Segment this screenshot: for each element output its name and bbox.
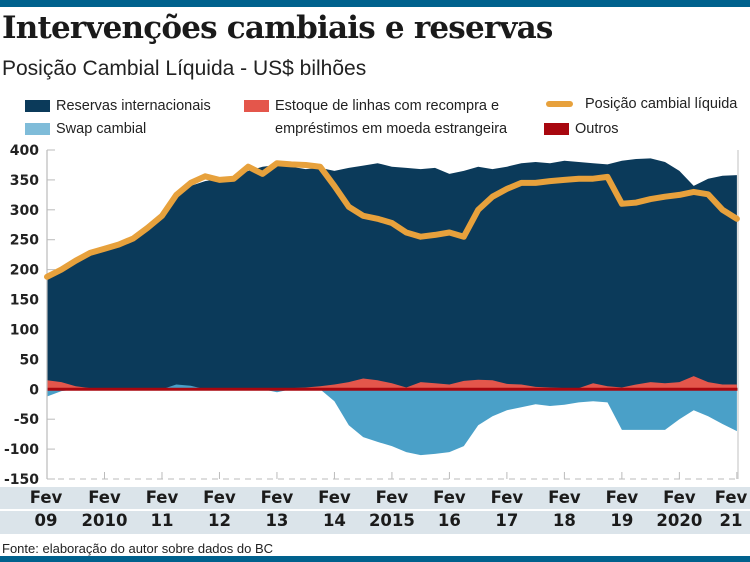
x-tick-label-month: Fev	[548, 488, 581, 507]
y-tick-label: 250	[10, 233, 39, 249]
x-tick-label-year: 2015	[368, 511, 415, 530]
area-swap-negative	[47, 389, 737, 456]
bottom-brand-bar	[0, 556, 750, 562]
y-tick-label: 300	[10, 203, 39, 219]
x-tick-label-year: 21	[719, 511, 743, 530]
y-tick-label: 350	[10, 173, 39, 189]
y-axis: 400 350 300 250 200 150 100 50 0 -50 -100 -150	[4, 143, 55, 488]
chart-lines	[44, 160, 740, 280]
x-tick-label-year: 11	[150, 511, 174, 530]
x-tick-label-month: Fev	[714, 488, 748, 507]
x-tick-label-month: Fev	[375, 488, 409, 507]
x-tick-label-year: 14	[322, 511, 346, 530]
legend-swatch-swap	[25, 123, 50, 135]
legend-swatch-linhas	[244, 100, 269, 112]
legend-label-linhas-line1: Estoque de linhas com recompra e	[275, 98, 500, 114]
legend-label-posicao: Posição cambial líquida	[585, 96, 738, 112]
x-tick-label-month: Fev	[663, 488, 696, 507]
x-tick-label-month: Fev	[318, 488, 351, 507]
x-tick-label-year: 2010	[81, 511, 128, 530]
x-tick-label-month: Fev	[88, 488, 121, 507]
x-tick-label-month: Fev	[490, 488, 524, 507]
line-posicao-cambial	[44, 160, 740, 280]
legend-label-swap: Swap cambial	[56, 121, 147, 137]
legend-label-reservas: Reservas internacionais	[56, 98, 211, 114]
area-swap-positive	[47, 384, 737, 390]
x-tick-label-year: 09	[34, 511, 58, 530]
chart-plot: 400 350 300 250 200 150 100 50 0 -50 -100 -150	[4, 143, 740, 488]
legend-label-linhas-line2: empréstimos em moeda estrangeira	[275, 121, 508, 137]
chart-areas	[47, 158, 738, 456]
legend-item-outros: Outros	[544, 121, 619, 137]
x-tick-label-year: 19	[610, 511, 634, 530]
y-tick-label: 400	[10, 143, 39, 159]
x-tick-label-year: 13	[265, 511, 289, 530]
x-tick-label-year: 18	[552, 511, 576, 530]
x-tick-label-month: Fev	[145, 488, 179, 507]
y-tick-label: 50	[20, 352, 40, 368]
legend-item-reservas: Reservas internacionais	[25, 98, 211, 114]
x-tick-label-year: 2020	[656, 511, 703, 530]
chart-subtitle: Posição Cambial Líquida - US$ bilhões	[2, 57, 367, 80]
y-tick-label: 150	[10, 293, 39, 309]
top-brand-bar	[0, 0, 750, 7]
x-tick-label-month: Fev	[605, 488, 639, 507]
legend-item-posicao: Posição cambial líquida	[546, 96, 737, 112]
x-tick-label-month: Fev	[29, 488, 63, 507]
y-tick-label: 0	[29, 382, 39, 398]
y-tick-label: -50	[14, 412, 40, 428]
x-tick-label-year: 12	[207, 511, 231, 530]
legend-swatch-reservas	[25, 100, 50, 112]
x-tick-label-month: Fev	[433, 488, 466, 507]
source-note: Fonte: elaboração do autor sobre dados d…	[2, 541, 274, 556]
legend-swatch-posicao	[546, 101, 573, 107]
chart-title: Intervenções cambiais e reservas	[2, 10, 553, 46]
x-axis-band-years	[0, 511, 750, 534]
legend-item-swap: Swap cambial	[25, 121, 146, 137]
legend-label-outros: Outros	[575, 121, 619, 137]
x-tick-label-month: Fev	[203, 488, 236, 507]
x-tick-label-year: 17	[495, 511, 519, 530]
x-tick-label-year: 16	[437, 511, 461, 530]
y-tick-label: 100	[10, 322, 39, 338]
y-tick-label: -100	[4, 442, 39, 458]
x-tick-label-month: Fev	[260, 488, 294, 507]
y-tick-label: -150	[4, 472, 39, 488]
y-tick-label: 200	[10, 263, 39, 279]
legend-swatch-outros	[544, 123, 569, 135]
chart-axes	[46, 150, 739, 480]
x-axis-band-months	[0, 487, 750, 509]
legend-item-linhas: Estoque de linhas com recompra e	[244, 98, 499, 114]
area-reservas	[47, 158, 737, 390]
